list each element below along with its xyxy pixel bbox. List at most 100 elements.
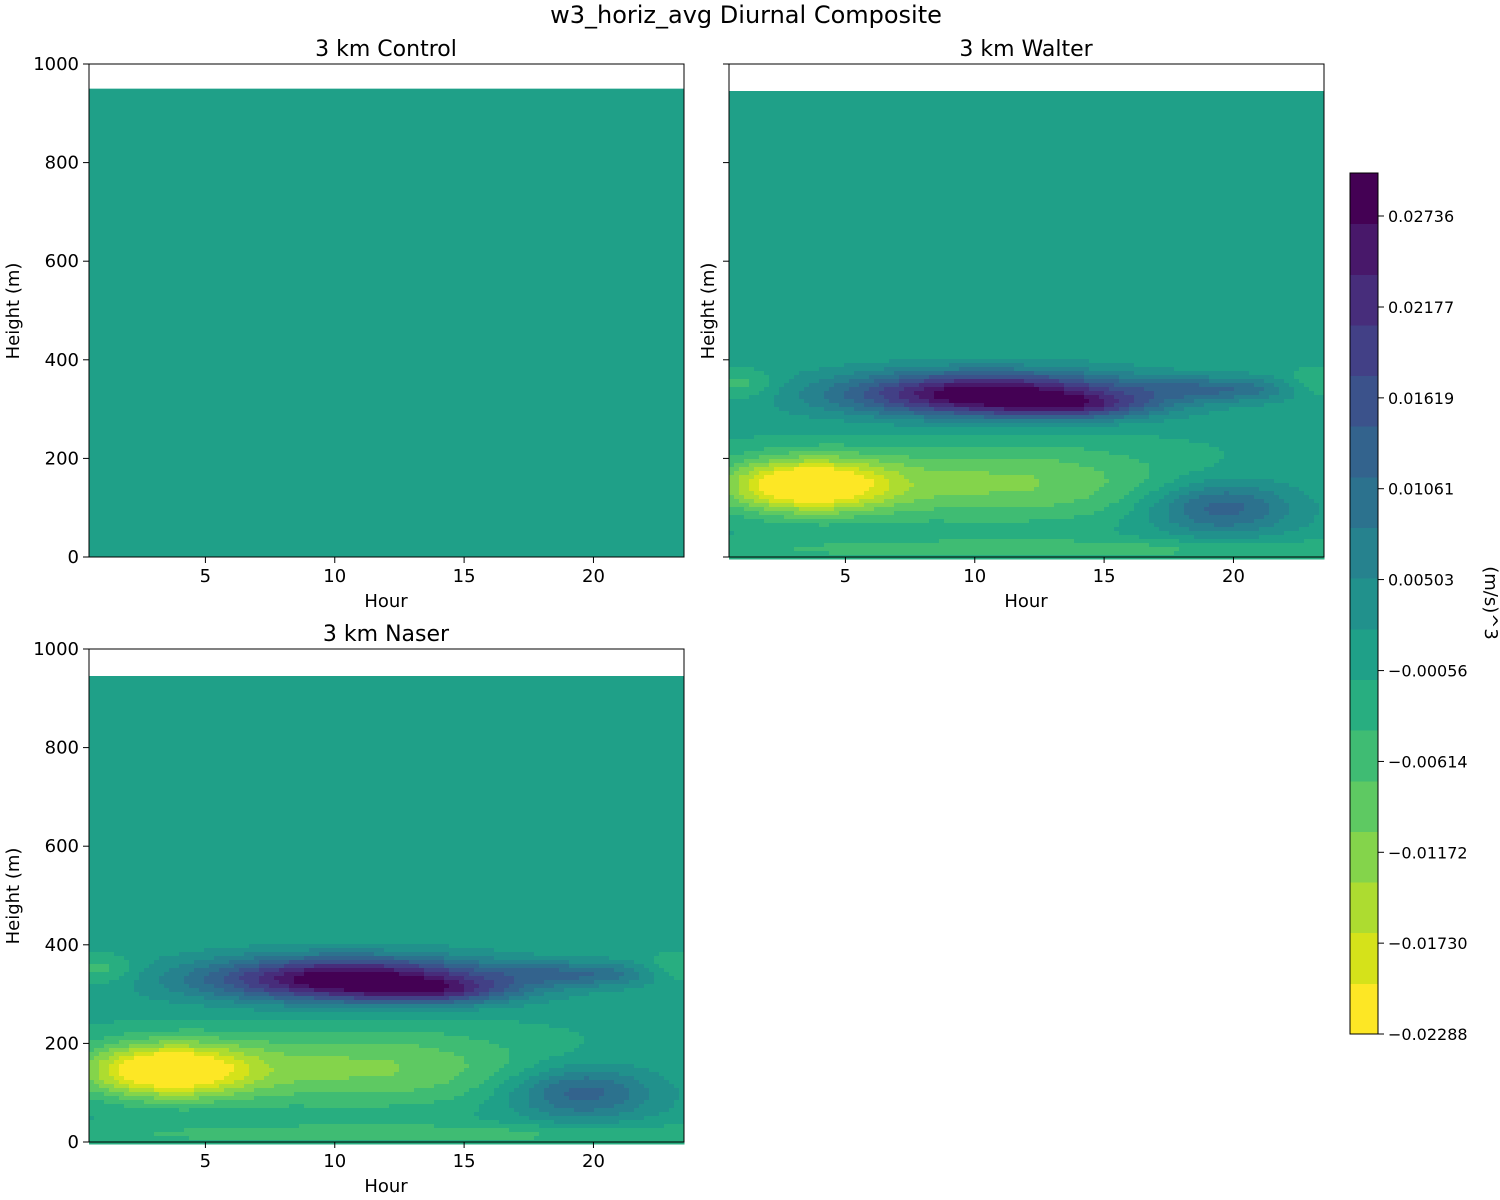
contour-cell [904, 163, 910, 168]
contour-cell [1014, 155, 1020, 160]
contour-cell [1284, 183, 1290, 188]
contour-cell [934, 179, 940, 184]
contour-cell [769, 255, 775, 260]
contour-cell [754, 119, 760, 124]
contour-cell [1269, 203, 1275, 208]
contour-cell [1024, 179, 1030, 184]
contour-cell [1069, 251, 1075, 256]
contour-cell [1104, 207, 1110, 212]
contour-cell [894, 167, 900, 172]
contour-cell [1214, 251, 1220, 256]
contour-cell [1289, 191, 1295, 196]
contour-cell [984, 171, 990, 176]
contour-cell [1279, 187, 1285, 192]
contour-cell [744, 203, 750, 208]
contour-cell [1259, 123, 1265, 128]
contour-cell [1149, 215, 1155, 220]
contour-cell [879, 171, 885, 176]
contour-cell [864, 239, 870, 244]
contour-cell [969, 127, 975, 132]
contour-cell [1274, 155, 1280, 160]
contour-cell [924, 95, 930, 100]
contour-cell [1029, 159, 1035, 164]
contour-cell [934, 243, 940, 248]
contour-cell [1124, 151, 1130, 156]
contour-cell [954, 235, 960, 240]
contour-cell [1229, 235, 1235, 240]
contour-cell [999, 155, 1005, 160]
contour-cell [1089, 107, 1095, 112]
contour-cell [979, 175, 985, 180]
contour-cell [784, 127, 790, 132]
contour-cell [1194, 143, 1200, 148]
contour-cell [919, 115, 925, 120]
contour-cell [929, 115, 935, 120]
contour-cell [1229, 179, 1235, 184]
contour-cell [894, 107, 900, 112]
contour-cell [1084, 131, 1090, 136]
contour-cell [934, 251, 940, 256]
contour-cell [1224, 231, 1230, 236]
contour-cell [799, 211, 805, 216]
contour-cell [1129, 107, 1135, 112]
contour-cell [1294, 127, 1300, 132]
contour-cell [1189, 243, 1195, 248]
contour-cell [1199, 171, 1205, 176]
contour-cell [744, 235, 750, 240]
contour-cell [784, 107, 790, 112]
contour-cell [964, 175, 970, 180]
contour-cell [1059, 135, 1065, 140]
contour-cell [844, 227, 850, 232]
contour-cell [769, 239, 775, 244]
contour-cell [784, 143, 790, 148]
contour-cell [834, 167, 840, 172]
contour-cell [1279, 91, 1285, 96]
contour-cell [979, 111, 985, 116]
contour-cell [1074, 239, 1080, 244]
contour-cell [939, 187, 945, 192]
contour-cell [1269, 91, 1275, 96]
contour-cell [1219, 131, 1225, 136]
contour-cell [944, 115, 950, 120]
contour-cell [874, 163, 880, 168]
contour-cell [854, 115, 860, 120]
contour-cell [839, 191, 845, 196]
contour-cell [1069, 139, 1075, 144]
contour-cell [1204, 195, 1210, 200]
contour-cell [1254, 235, 1260, 240]
contour-cell [1219, 103, 1225, 108]
contour-cell [1299, 175, 1305, 180]
contour-cell [764, 215, 770, 220]
contour-cell [754, 255, 760, 260]
contour-cell [1014, 131, 1020, 136]
contour-cell [1294, 199, 1300, 204]
contour-cell [909, 159, 915, 164]
contour-cell [1039, 175, 1045, 180]
contour-cell [739, 107, 745, 112]
contour-cell [1119, 159, 1125, 164]
contour-cell [789, 183, 795, 188]
contour-cell [1099, 231, 1105, 236]
contour-cell [904, 147, 910, 152]
contour-cell [1019, 151, 1025, 156]
contour-cell [1229, 239, 1235, 244]
contour-cell [854, 223, 860, 228]
contour-cell [909, 95, 915, 100]
contour-cell [854, 155, 860, 160]
contour-cell [974, 207, 980, 212]
contour-cell [929, 127, 935, 132]
contour-cell [1299, 207, 1305, 212]
contour-cell [824, 155, 830, 160]
contour-cell [1314, 135, 1320, 140]
contour-cell [1094, 131, 1100, 136]
contour-cell [734, 239, 740, 244]
contour-cell [1159, 243, 1165, 248]
contour-cell [1064, 251, 1070, 256]
contour-cell [739, 103, 745, 108]
contour-cell [1204, 147, 1210, 152]
contour-cell [989, 123, 995, 128]
contour-cell [784, 139, 790, 144]
contour-cell [954, 111, 960, 116]
contour-cell [864, 107, 870, 112]
contour-cell [859, 223, 865, 228]
